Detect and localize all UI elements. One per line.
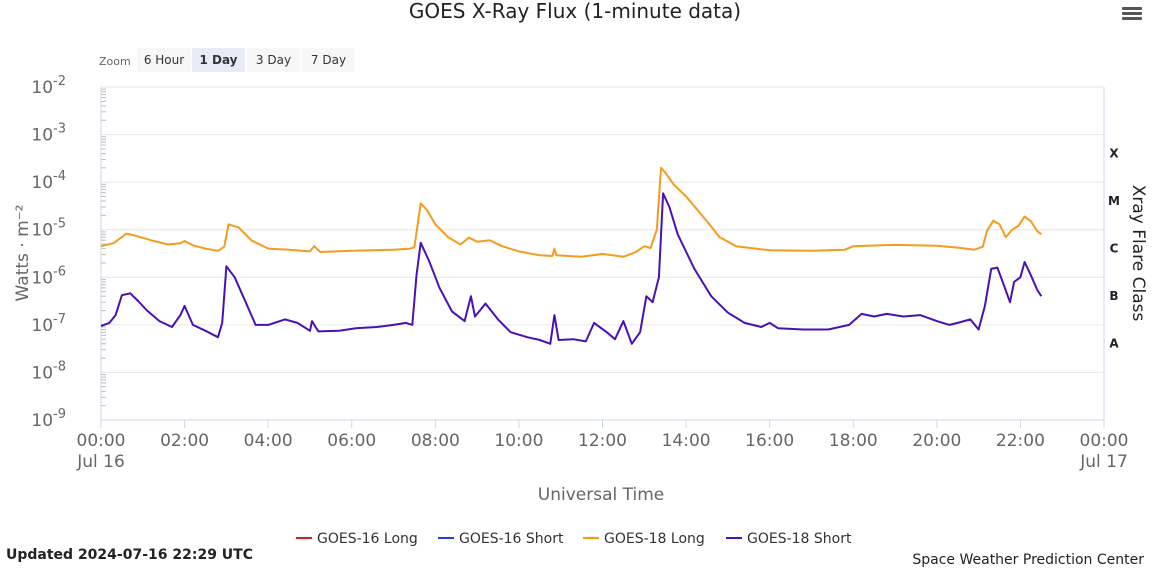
x-tick-label: 18:00 — [829, 431, 878, 451]
x-tick-label: 00:00 — [77, 431, 126, 451]
flare-class-b: B — [1109, 289, 1118, 303]
x-tick-label: 12:00 — [578, 431, 627, 451]
x-tick-label: 02:00 — [160, 431, 209, 451]
x-tick-label: 00:00 — [1080, 431, 1129, 451]
chart-menu-button[interactable] — [1122, 5, 1142, 23]
zoom-button-6-hour[interactable]: 6 Hour — [137, 48, 191, 72]
chart-title: GOES X-Ray Flux (1-minute data) — [409, 0, 741, 23]
y-tick-label: 10-2 — [31, 74, 66, 98]
y-tick-label: 10-3 — [31, 122, 66, 146]
y-tick-label: 10-9 — [31, 407, 66, 431]
legend-label: GOES-16 Short — [459, 531, 564, 547]
legend-label: GOES-18 Short — [747, 531, 852, 547]
menu-bar-icon — [1122, 17, 1142, 20]
y-tick-label: 10-5 — [31, 217, 66, 241]
zoom-button-label: 3 Day — [256, 53, 291, 67]
legend-label: GOES-18 Long — [604, 531, 705, 547]
zoom-button-7-day[interactable]: 7 Day — [302, 48, 355, 72]
flare-class-a: A — [1109, 337, 1119, 351]
zoom-button-label: 6 Hour — [144, 53, 184, 67]
flare-class-m: M — [1108, 194, 1120, 208]
x-tick-label: 10:00 — [494, 431, 543, 451]
y-tick-label: 10-6 — [31, 264, 66, 288]
legend-item-goes-18-long[interactable]: GOES-18 Long — [583, 531, 705, 547]
zoom-controls: Zoom 6 Hour 1 Day 3 Day 7 Day — [99, 48, 355, 72]
series-line-goes-18-short — [101, 193, 1041, 343]
zoom-button-1-day[interactable]: 1 Day — [192, 48, 245, 72]
x-tick-label: 16:00 — [745, 431, 794, 451]
legend-item-goes-16-short[interactable]: GOES-16 Short — [438, 531, 564, 547]
updated-timestamp: Updated 2024-07-16 22:29 UTC — [6, 547, 253, 563]
y-tick-label: 10-7 — [31, 312, 66, 336]
zoom-button-label: 1 Day — [199, 53, 237, 67]
y-tick-label: 10-4 — [31, 169, 66, 193]
legend: GOES-16 Long GOES-16 Short GOES-18 Long GOE… — [296, 531, 852, 547]
y-tick-label: 10-8 — [31, 359, 66, 383]
y-axis-title: Watts · m⁻² — [13, 205, 33, 302]
flare-class-labels: X M C B A — [1108, 146, 1120, 350]
right-axis-title: Xray Flare Class — [1128, 185, 1148, 322]
menu-bar-icon — [1122, 7, 1142, 10]
series-lines — [101, 168, 1041, 344]
credit-text: Space Weather Prediction Center — [912, 552, 1144, 568]
zoom-label: Zoom — [99, 55, 131, 68]
x-tick-label: 14:00 — [662, 431, 711, 451]
x-tick-label: 20:00 — [912, 431, 961, 451]
x-tick-date: Jul 16 — [76, 452, 125, 472]
x-tick-date: Jul 17 — [1079, 452, 1128, 472]
x-axis-title: Universal Time — [538, 485, 664, 505]
legend-label: GOES-16 Long — [317, 531, 418, 547]
x-tick-label: 04:00 — [244, 431, 293, 451]
zoom-button-label: 7 Day — [311, 53, 346, 67]
x-tick-label: 06:00 — [327, 431, 376, 451]
x-tick-label: 08:00 — [411, 431, 460, 451]
x-tick-label: 22:00 — [996, 431, 1045, 451]
series-line-goes-18-long — [101, 168, 1041, 257]
legend-item-goes-18-short[interactable]: GOES-18 Short — [726, 531, 852, 547]
legend-item-goes-16-long[interactable]: GOES-16 Long — [296, 531, 418, 547]
flare-class-x: X — [1109, 146, 1119, 160]
y-axis-ticks: 10-2 10-3 10-4 10-5 10-6 10-7 10-8 10-9 — [31, 74, 66, 431]
flare-class-c: C — [1110, 242, 1119, 256]
zoom-button-3-day[interactable]: 3 Day — [247, 48, 300, 72]
menu-bar-icon — [1122, 12, 1142, 15]
